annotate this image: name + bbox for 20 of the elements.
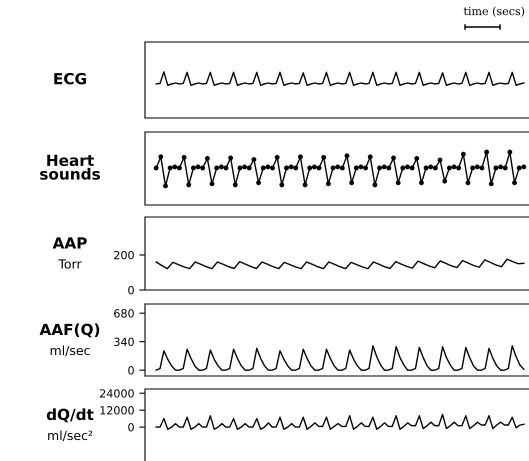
y-tick-label: 0 — [128, 423, 134, 432]
y-tick-label: 0 — [128, 366, 134, 375]
line-series — [155, 414, 525, 430]
chart-title: ECG — [54, 72, 86, 84]
text: time (secs) — [464, 6, 524, 17]
text: dQ/dt — [46, 408, 94, 422]
y-tick-label: 680 — [114, 309, 134, 318]
y-tick-label: 340 — [114, 338, 134, 346]
line-series — [156, 258, 524, 270]
y-tick-label: 0 — [128, 286, 134, 294]
text: AAF(Q) — [40, 323, 100, 338]
y-tick-label: 200 — [114, 250, 134, 260]
y-tick-label: 12000 — [100, 406, 134, 415]
y-axis-title: ml/sec² — [48, 430, 92, 442]
chart-title: Heart sounds — [40, 154, 100, 180]
y-tick-label: 24000 — [100, 389, 134, 398]
line-series — [155, 345, 525, 371]
y-axis-title: ml/sec — [50, 345, 90, 356]
y-axis-title: Torr — [58, 259, 82, 269]
text: AAP — [52, 237, 87, 248]
